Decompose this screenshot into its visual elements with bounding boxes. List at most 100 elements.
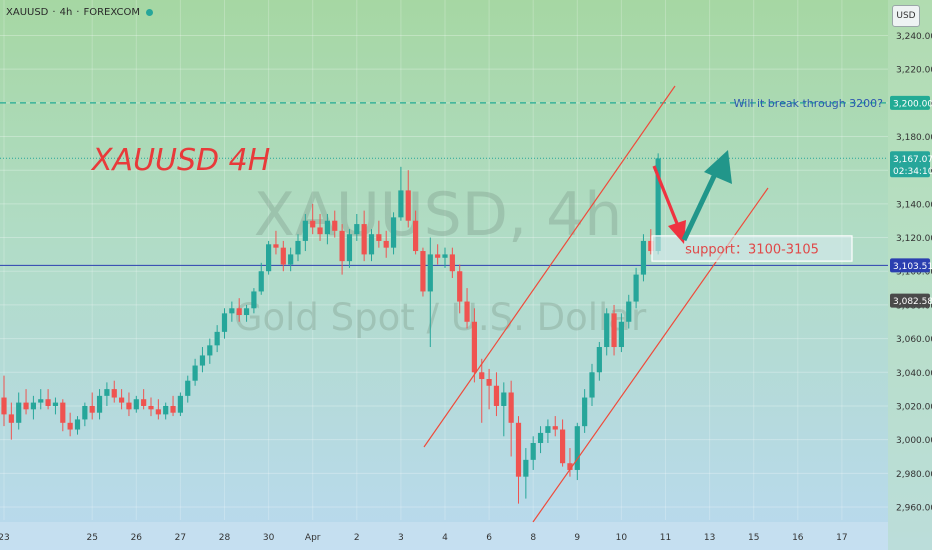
candle-body xyxy=(420,251,426,292)
candle-body xyxy=(148,405,154,410)
candle-body xyxy=(479,372,485,380)
candle-body xyxy=(545,426,551,433)
candle-body xyxy=(1,397,7,415)
candle-body xyxy=(567,463,573,470)
candle xyxy=(449,247,455,278)
price-tick-label: 3,220.00 xyxy=(896,66,932,76)
candle xyxy=(185,375,191,403)
candle xyxy=(317,213,323,241)
candle-body xyxy=(574,426,580,470)
candle-body xyxy=(273,244,279,248)
price-tick-label: 3,060.00 xyxy=(896,335,932,345)
time-axis-background xyxy=(0,522,888,550)
time-tick-label: 10 xyxy=(616,533,628,543)
candle xyxy=(618,313,624,353)
candle xyxy=(354,213,360,241)
candle-body xyxy=(493,385,500,406)
candle xyxy=(119,389,125,410)
candle-body xyxy=(626,301,632,322)
candle xyxy=(604,308,610,356)
candle-body xyxy=(582,397,588,427)
price-axis[interactable]: 2,960.00 2,980.00 3,000.00 3,020.00 3,040.00… xyxy=(888,0,932,550)
candle-body xyxy=(648,240,654,252)
candle xyxy=(383,230,389,258)
candle xyxy=(96,389,103,420)
candle xyxy=(310,203,316,235)
candle xyxy=(141,389,147,410)
candle xyxy=(332,210,338,238)
candle xyxy=(567,448,573,477)
candle-body xyxy=(471,321,477,373)
price-tick-label: 3,020.00 xyxy=(896,402,932,412)
candle xyxy=(214,325,220,353)
candle xyxy=(288,247,294,272)
candle-body xyxy=(96,395,103,413)
candle xyxy=(207,338,213,364)
currency-button[interactable]: USD xyxy=(892,5,920,27)
market-open-icon xyxy=(145,9,153,16)
price-tick-label: 3,000.00 xyxy=(896,436,932,446)
watermark: XAUUSD, 4h Gold Spot / U.S. Dollar xyxy=(234,180,647,339)
candle xyxy=(457,264,463,314)
candle-body xyxy=(111,389,117,398)
candle-body xyxy=(324,220,330,235)
green-arrow-shaft xyxy=(681,170,719,242)
support-label: support：3100-3105 xyxy=(685,243,819,258)
candle xyxy=(52,397,59,415)
candle-body xyxy=(288,254,294,265)
candle xyxy=(192,358,198,386)
candle-body xyxy=(383,240,389,248)
candle-body xyxy=(332,220,338,231)
candle-body xyxy=(449,254,455,272)
candle-body xyxy=(560,429,566,464)
candle xyxy=(221,308,228,339)
price-tag-label: 3,167.07 xyxy=(893,155,932,165)
time-tick-label: 23 xyxy=(0,533,10,543)
candle-body xyxy=(155,409,161,415)
candle-body xyxy=(435,254,441,258)
time-tick-label: 17 xyxy=(836,533,847,543)
question-annotation: Will it break through 3200? xyxy=(734,97,884,110)
candle-body xyxy=(89,405,95,413)
candle xyxy=(30,395,36,420)
time-tick-label: 25 xyxy=(86,533,97,543)
red-arrow-shaft xyxy=(652,165,680,227)
candle-body xyxy=(376,234,382,241)
candle-body xyxy=(530,443,536,460)
candle xyxy=(273,230,279,255)
candles xyxy=(1,153,661,504)
candle-body xyxy=(523,459,529,477)
drawings[interactable]: support：3100-3105 XAUUSD 4H Will it break … xyxy=(90,85,884,523)
candle xyxy=(376,220,382,248)
candle-body xyxy=(310,220,316,228)
separator: · xyxy=(52,7,56,18)
candle-body xyxy=(280,247,286,265)
candle xyxy=(38,389,44,410)
time-tick-label: 4 xyxy=(442,533,448,543)
candle-body xyxy=(361,224,367,255)
separator: · xyxy=(76,7,80,18)
candle-body xyxy=(82,405,88,420)
candle-body xyxy=(486,379,492,386)
channel-upper-line[interactable] xyxy=(423,85,676,448)
candle xyxy=(537,426,544,454)
candle xyxy=(67,412,73,437)
candle-body xyxy=(30,402,36,410)
candle xyxy=(251,288,257,314)
candle-body xyxy=(141,399,147,406)
candle-body xyxy=(74,419,81,430)
candle xyxy=(177,392,183,417)
candle-body xyxy=(339,230,345,262)
symbol-info[interactable]: XAUUSD · 4h · FOREXCOM xyxy=(6,7,153,18)
candle xyxy=(324,213,330,245)
candle-body xyxy=(390,217,397,248)
exchange: FOREXCOM xyxy=(83,7,140,18)
candle xyxy=(280,240,286,272)
candle-body xyxy=(501,392,507,406)
candle-body xyxy=(640,240,647,275)
watermark-symbol: XAUUSD, 4h xyxy=(254,180,623,250)
time-axis[interactable]: 23 25 26 27 28 30 Apr 2 3 4 6 8 9 10 11 13 15 16 17 xyxy=(0,522,888,550)
candle-body xyxy=(67,422,73,430)
